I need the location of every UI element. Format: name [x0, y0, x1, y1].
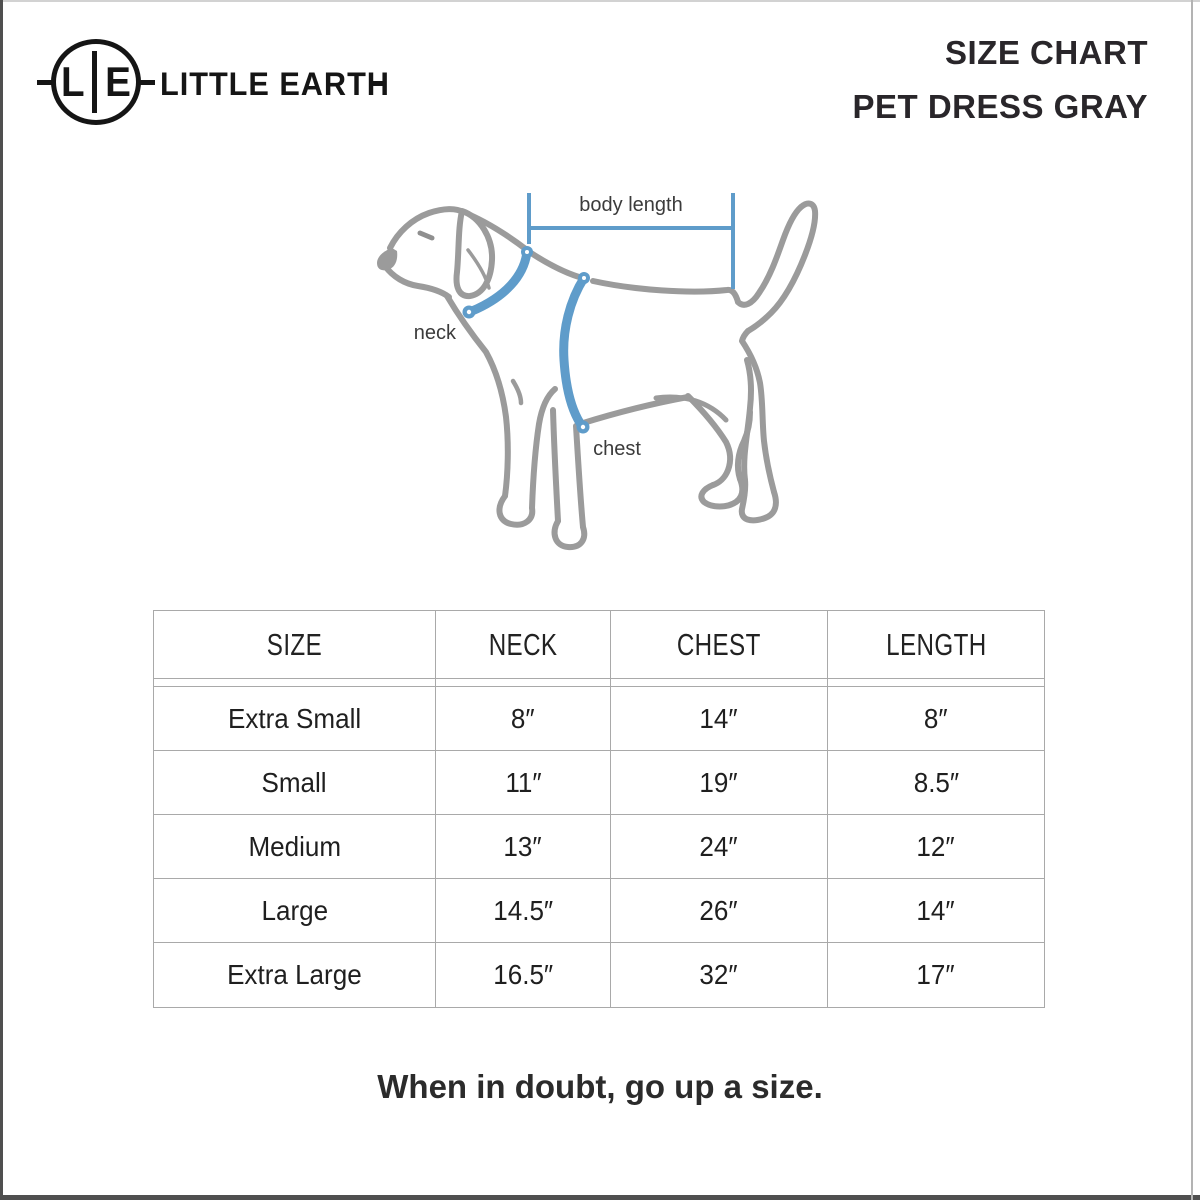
logo-right-tick	[140, 80, 155, 85]
table-row-chest: 26″	[611, 879, 828, 943]
table-row-size: Large	[154, 879, 436, 943]
table-row-length: 8″	[828, 687, 1044, 751]
little-earth-logo-icon: L E	[51, 39, 141, 125]
page-border-right	[1191, 0, 1193, 1200]
table-row-length: 17″	[828, 943, 1044, 1007]
dog-outline	[382, 200, 819, 551]
table-row-size: Extra Large	[154, 943, 436, 1007]
page-border-left	[0, 0, 3, 1200]
header-divider-cell	[436, 679, 611, 687]
size-table: SIZE NECK CHEST LENGTH Extra Small 8″ 14…	[153, 610, 1045, 1008]
table-row-chest: 32″	[611, 943, 828, 1007]
chest-label: chest	[593, 438, 641, 460]
brand-name: LITTLE EARTH	[160, 66, 390, 102]
dog-eye	[417, 230, 435, 241]
chest-strap	[559, 273, 589, 428]
logo-left-tick	[37, 80, 52, 85]
body-length-label: body length	[579, 194, 683, 216]
body-length-dimension	[527, 193, 735, 289]
column-header-length: LENGTH	[828, 611, 1044, 679]
strap-rings	[462, 246, 590, 434]
table-row-neck: 14.5″	[436, 879, 611, 943]
column-header-neck: NECK	[436, 611, 611, 679]
table-row-chest: 19″	[611, 751, 828, 815]
neck-label: neck	[413, 322, 456, 344]
brand-dash	[370, 81, 385, 86]
table-row-chest: 24″	[611, 815, 828, 879]
chart-titles: SIZE CHART PET DRESS GRAY	[852, 36, 1148, 144]
page-title: SIZE CHART	[945, 34, 1148, 71]
table-row-chest: 14″	[611, 687, 828, 751]
logo-divider-bar	[92, 51, 98, 113]
page-subtitle: PET DRESS GRAY	[852, 88, 1148, 125]
table-row-length: 14″	[828, 879, 1044, 943]
table-row-neck: 13″	[436, 815, 611, 879]
table-row-neck: 11″	[436, 751, 611, 815]
page-border-top	[0, 0, 1200, 2]
column-header-size: SIZE	[154, 611, 436, 679]
header-divider-cell	[154, 679, 436, 687]
table-row-size: Extra Small	[154, 687, 436, 751]
dog-ear-accent	[466, 248, 491, 290]
table-row-length: 8.5″	[828, 751, 1044, 815]
column-header-chest: CHEST	[611, 611, 828, 679]
logo-letter-l: L	[60, 58, 85, 105]
sizing-advice-note: When in doubt, go up a size.	[377, 1068, 823, 1105]
table-row-size: Small	[154, 751, 436, 815]
table-row-neck: 8″	[436, 687, 611, 751]
table-row-neck: 16.5″	[436, 943, 611, 1007]
table-row-length: 12″	[828, 815, 1044, 879]
measurement-straps	[467, 247, 589, 428]
header-divider-cell	[611, 679, 828, 687]
dog-measurement-diagram	[377, 193, 819, 551]
table-row-size: Medium	[154, 815, 436, 879]
logo-letter-e: E	[105, 58, 132, 105]
neck-strap	[467, 247, 532, 316]
header-divider-cell	[828, 679, 1044, 687]
page-border-bottom	[0, 1195, 1200, 1200]
dog-nose	[377, 248, 398, 271]
